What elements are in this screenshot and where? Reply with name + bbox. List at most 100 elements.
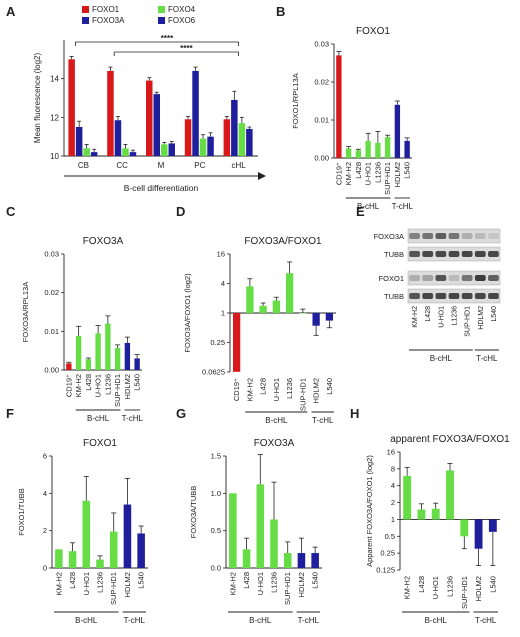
group-label: B-cHL	[265, 416, 288, 425]
blot-band	[409, 293, 420, 299]
blot-band	[461, 233, 473, 239]
group-label: T-cHL	[476, 354, 498, 363]
x-tick-label: CD19⁺	[334, 162, 343, 185]
y-axis-label: FOXO3A/FOXO1 (log2)	[183, 273, 192, 353]
blot-row-label: TUBB	[384, 250, 404, 259]
y-axis-label: FOXO1/TUBB	[17, 488, 26, 536]
panel-letter: G	[176, 406, 186, 421]
arrow-head	[258, 172, 266, 180]
legend-label: FOXO6	[168, 16, 196, 25]
group-label: T-cHL	[475, 616, 497, 625]
x-tick-label: SUP-HD1	[283, 572, 292, 605]
x-tick-label: HDLM2	[297, 572, 306, 597]
y-tick-label: 0	[43, 564, 47, 573]
panel-letter: E	[356, 204, 365, 219]
legend-label: FOXO4	[168, 5, 196, 14]
blot-band	[448, 293, 460, 299]
legend-label: FOXO3A	[92, 16, 125, 25]
bar-FOXO1-cHL	[223, 119, 231, 156]
y-axis-label: FOXO1/RPL13A	[291, 73, 300, 128]
blot-band	[488, 233, 499, 239]
blot-band	[474, 293, 486, 299]
panel-letter: H	[350, 406, 359, 421]
y-tick-label: 4	[391, 481, 395, 490]
bar-6	[312, 313, 320, 326]
group-label: T-cHL	[124, 616, 146, 625]
bar-FOXO1-CC	[107, 70, 114, 156]
y-tick-label: 0.125	[376, 566, 395, 575]
bar-3	[95, 333, 101, 370]
x-tick-label: L428	[259, 378, 268, 395]
blot-band	[461, 275, 473, 281]
blot-band	[448, 233, 460, 239]
x-tick-label: L1236	[373, 162, 382, 183]
bar-6	[137, 533, 145, 568]
y-tick-label: 8	[391, 464, 395, 473]
y-tick-label: 12	[50, 113, 59, 122]
group-label: B-cHL	[75, 616, 98, 625]
panel-letter: A	[6, 4, 16, 19]
y-tick-label: 2	[391, 498, 395, 507]
bar-FOXO4-M	[161, 144, 168, 156]
bar-FOXO3A-CB	[75, 127, 83, 156]
bar-FOXO4-CC	[122, 148, 129, 156]
y-axis-label: Mean fluorescence (log2)	[33, 53, 42, 144]
bar-1	[417, 509, 426, 520]
bar-FOXO3A-PC	[192, 70, 199, 156]
x-tick-label: L428	[417, 576, 426, 593]
x-tick-label: U-HO1	[94, 374, 103, 397]
group-label: T-cHL	[298, 616, 320, 625]
blot-band	[422, 293, 434, 299]
bar-3	[365, 140, 371, 158]
legend-swatch	[82, 6, 89, 13]
x-tick-label: L1236	[103, 374, 112, 395]
y-tick-label: 0.00	[314, 154, 329, 163]
x-tick-label: L1236	[285, 378, 294, 399]
blot-band	[409, 251, 420, 257]
group-label: B-cHL	[249, 616, 272, 625]
x-tick-label: M	[158, 161, 165, 170]
blot-band	[435, 251, 447, 257]
blot-band	[435, 233, 447, 239]
x-tick-label: SUP-HD1	[298, 378, 307, 411]
bar-FOXO6-CC	[129, 152, 137, 156]
bar-0	[336, 55, 342, 158]
panel-letter: D	[176, 204, 185, 219]
blot-band	[435, 275, 447, 281]
bar-FOXO1-PC	[184, 119, 192, 156]
bar-4	[460, 519, 469, 537]
x-tick-label: HDLM2	[123, 374, 132, 399]
bar-2	[431, 508, 440, 520]
bar-1	[345, 148, 352, 158]
bar-5	[123, 504, 132, 568]
y-tick-label: 4	[43, 489, 47, 498]
bar-FOXO4-cHL	[238, 123, 246, 156]
y-axis-label: FOXO3A/TUBB	[189, 486, 198, 539]
bar-FOXO1-CB	[68, 59, 75, 157]
bar-3	[96, 559, 104, 568]
bar-FOXO6-PC	[207, 136, 214, 156]
x-tick-label: PC	[194, 161, 205, 170]
x-tick-label: CC	[116, 161, 128, 170]
bar-6	[311, 553, 319, 568]
bar-7	[325, 313, 334, 321]
x-tick-label: KM-H2	[228, 572, 237, 595]
panel-letter: B	[276, 4, 285, 19]
x-tick-label: U-HO1	[256, 572, 265, 595]
y-tick-label: 14	[50, 75, 59, 84]
bar-5	[299, 313, 307, 314]
chart-title: FOXO3A/FOXO1	[244, 236, 322, 247]
bar-FOXO6-M	[168, 143, 175, 156]
bar-0	[403, 475, 412, 520]
legend-swatch	[158, 17, 165, 24]
bar-0	[232, 313, 241, 372]
y-tick-label: 6	[43, 452, 47, 461]
blot-band	[474, 233, 486, 239]
y-tick-label: 16	[387, 448, 395, 457]
y-tick-label: 1	[221, 309, 225, 318]
y-tick-label: 0.25	[210, 338, 225, 347]
group-label: T-cHL	[312, 416, 334, 425]
y-tick-label: 16	[217, 250, 225, 259]
y-tick-label: 1	[391, 515, 395, 524]
